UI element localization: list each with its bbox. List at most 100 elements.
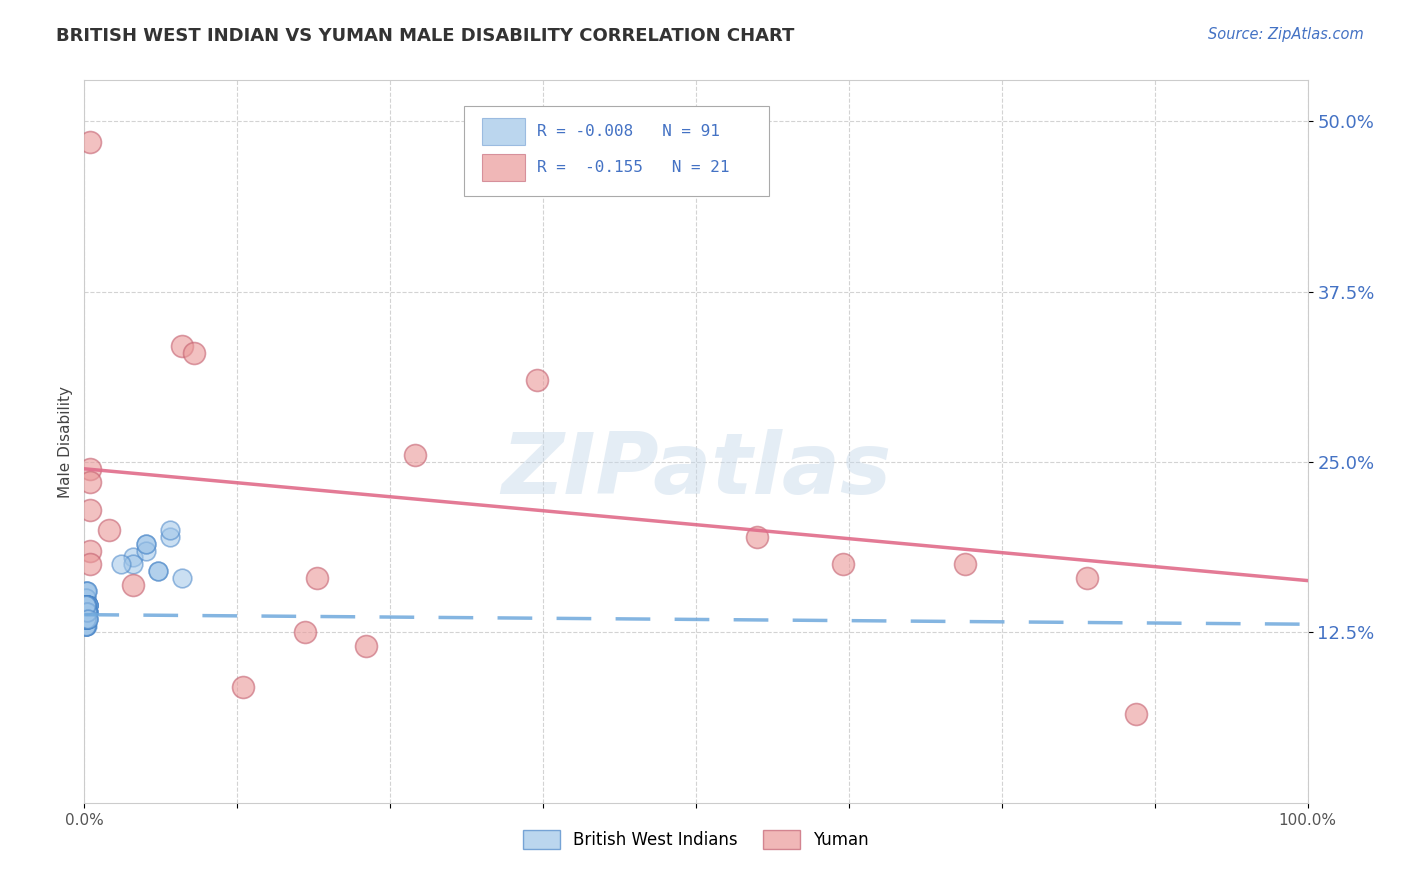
Point: [75, 612, 97, 626]
Point: [75, 598, 97, 612]
Point: [76, 605, 98, 619]
Point: [159, 530, 181, 544]
Point: [953, 558, 976, 572]
Point: [75, 612, 97, 626]
Point: [75, 598, 97, 612]
Point: [76, 605, 98, 619]
Point: [75, 598, 97, 612]
Text: ZIPatlas: ZIPatlas: [501, 429, 891, 512]
Point: [75, 605, 97, 619]
Point: [76, 605, 98, 619]
Point: [75, 612, 97, 626]
Point: [79, 502, 101, 516]
Point: [75, 605, 97, 619]
Point: [79, 558, 101, 572]
Point: [79, 135, 101, 149]
Point: [75, 598, 97, 612]
Point: [76, 612, 98, 626]
Point: [146, 564, 169, 578]
Point: [76, 598, 98, 612]
Text: Source: ZipAtlas.com: Source: ZipAtlas.com: [1208, 27, 1364, 42]
Point: [76, 605, 98, 619]
Point: [76, 612, 98, 626]
Point: [75, 598, 97, 612]
Point: [75, 598, 97, 612]
Point: [526, 373, 548, 387]
Point: [77, 605, 100, 619]
Point: [76, 605, 98, 619]
Point: [76, 598, 98, 612]
Point: [76, 605, 98, 619]
Point: [1076, 571, 1098, 585]
Point: [76, 584, 98, 599]
Point: [77, 598, 100, 612]
Point: [76, 605, 98, 619]
Point: [75, 605, 97, 619]
Text: BRITISH WEST INDIAN VS YUMAN MALE DISABILITY CORRELATION CHART: BRITISH WEST INDIAN VS YUMAN MALE DISABI…: [56, 27, 794, 45]
Point: [831, 558, 853, 572]
Point: [135, 537, 157, 551]
Point: [75, 598, 97, 612]
Point: [747, 530, 769, 544]
Point: [77, 598, 100, 612]
Point: [77, 598, 100, 612]
Point: [79, 543, 101, 558]
Point: [75, 612, 97, 626]
Point: [76, 618, 98, 632]
Point: [76, 605, 98, 619]
Point: [294, 625, 316, 640]
Point: [76, 605, 98, 619]
Point: [75, 612, 97, 626]
Point: [122, 577, 145, 591]
Point: [76, 605, 98, 619]
Point: [76, 598, 98, 612]
Point: [75, 618, 97, 632]
Point: [75, 605, 97, 619]
Point: [75, 612, 97, 626]
Point: [75, 584, 97, 599]
Point: [76, 612, 98, 626]
Point: [76, 598, 98, 612]
Point: [232, 680, 254, 694]
Legend: British West Indians, Yuman: British West Indians, Yuman: [516, 823, 876, 856]
Point: [75, 605, 97, 619]
Point: [122, 550, 145, 565]
Point: [404, 448, 426, 462]
Point: [77, 605, 100, 619]
Point: [305, 571, 328, 585]
Point: [77, 598, 100, 612]
Point: [354, 639, 377, 653]
Point: [159, 523, 181, 537]
Point: [76, 605, 98, 619]
Point: [75, 618, 97, 632]
Point: [75, 612, 97, 626]
FancyBboxPatch shape: [464, 105, 769, 196]
Point: [76, 612, 98, 626]
Point: [183, 346, 205, 360]
Point: [75, 591, 97, 606]
Point: [1125, 707, 1147, 722]
Point: [75, 605, 97, 619]
Point: [76, 584, 98, 599]
Point: [76, 605, 98, 619]
Point: [76, 598, 98, 612]
Point: [77, 612, 100, 626]
Point: [76, 605, 98, 619]
Bar: [482, 154, 524, 181]
Point: [76, 605, 98, 619]
Point: [77, 612, 100, 626]
Point: [146, 564, 169, 578]
Point: [110, 558, 132, 572]
Point: [135, 537, 157, 551]
Point: [79, 462, 101, 476]
Point: [75, 605, 97, 619]
Point: [79, 475, 101, 490]
Point: [76, 605, 98, 619]
Point: [75, 605, 97, 619]
Point: [76, 598, 98, 612]
Point: [75, 612, 97, 626]
Point: [75, 605, 97, 619]
Point: [75, 618, 97, 632]
Point: [77, 612, 100, 626]
Point: [172, 339, 194, 353]
